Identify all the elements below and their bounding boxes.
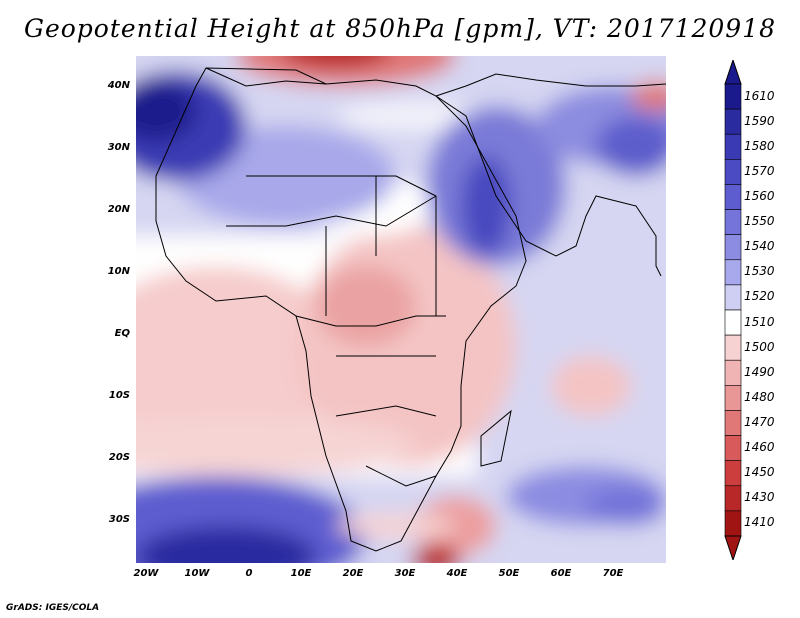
colorbar-level-label: 1550 [744,214,775,229]
colorbar-level-label: 1560 [744,189,775,203]
colorbar-level-label: 1460 [744,440,775,455]
colorbar-swatch [724,309,742,336]
colorbar-swatch [724,83,742,110]
colorbar-swatch [724,359,742,386]
colorbar-swatch [724,410,742,436]
lat-label: 10S [108,390,130,401]
colorbar-level-label: 1570 [744,163,775,178]
colorbar-bottom-arrow [724,535,742,560]
colorbar-swatch [724,184,742,210]
colorbar-level-label: 1410 [744,515,775,530]
colorbar-level-label: 1480 [744,389,775,404]
colorbar-level-label: 1500 [744,339,775,354]
colorbar-level-label: 1590 [744,113,775,128]
map-panel [136,56,666,563]
colorbar-level-label: 1530 [744,264,775,279]
colorbar-swatch [724,435,742,461]
lat-label: 30S [108,514,130,525]
lat-label: EQ [114,328,130,339]
colorbar-level-label: 1510 [744,314,775,329]
colorbar-swatch [724,334,742,361]
colorbar-swatch [724,385,742,411]
lon-label: 10E [290,568,312,579]
colorbar-swatch [724,485,742,512]
lat-label: 20S [108,452,130,463]
colorbar-swatch [724,284,742,311]
lat-label: 20N [107,204,130,215]
colorbar [724,60,742,560]
map-title: Geopotential Height at 850hPa [gpm], VT:… [23,14,777,43]
colorbar-level-label: 1580 [744,138,775,153]
colorbar-swatch [724,234,742,261]
lon-label: 60E [550,568,572,579]
colorbar-level-label: 1430 [744,490,775,505]
colorbar-swatch [724,259,742,286]
colorbar-level-label: 1450 [744,465,775,480]
lon-label: 20W [133,568,159,579]
grads-credit: GrADS: IGES/COLA [6,603,100,613]
colorbar-level-label: 1520 [744,289,775,304]
lon-label: 30E [394,568,416,579]
lon-label: 50E [498,568,520,579]
coastline [155,67,666,552]
lat-label: 30N [107,142,130,153]
colorbar-level-label: 1610 [744,88,775,103]
colorbar-level-label: 1540 [744,239,775,254]
lon-label: 70E [602,568,624,579]
colorbar-swatch [724,460,742,487]
colorbar-swatch [724,510,742,537]
lon-label: 20E [342,568,364,579]
lon-label: 0 [245,568,253,579]
lat-label: 40N [107,80,130,91]
colorbar-level-label: 1470 [744,415,775,429]
colorbar-swatch [724,108,742,135]
lon-label: 10W [184,568,210,579]
colorbar-swatch [724,133,742,160]
colorbar-top-arrow [724,60,742,85]
lat-label: 10N [107,266,130,277]
lon-label: 40E [446,568,468,579]
geopotential-field [136,56,666,563]
colorbar-swatch [724,209,742,235]
colorbar-swatch [724,159,742,185]
colorbar-level-label: 1490 [744,364,775,379]
